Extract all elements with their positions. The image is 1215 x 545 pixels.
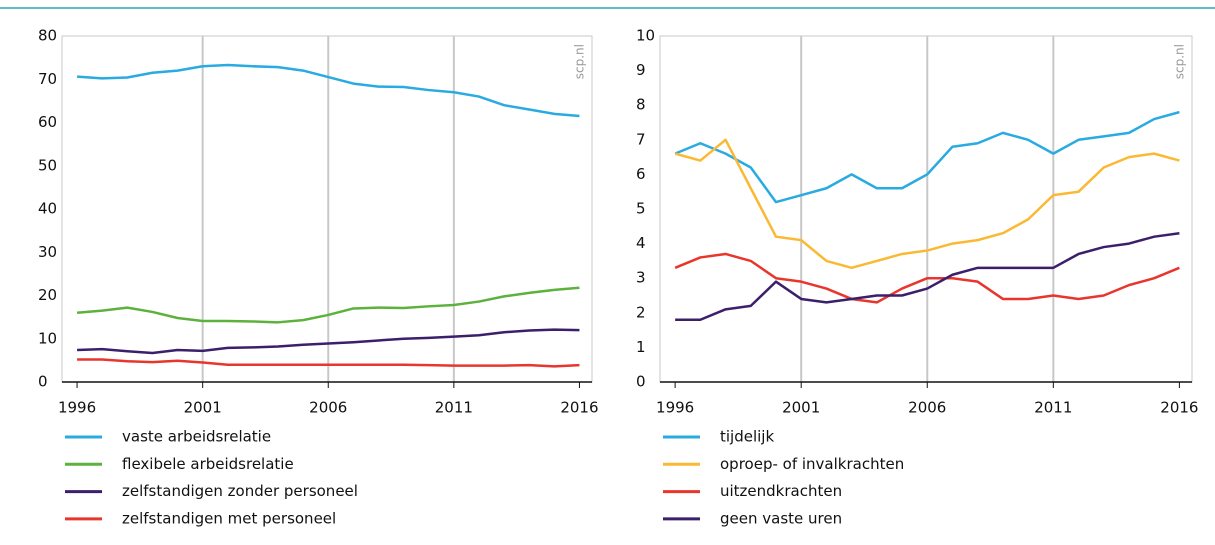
x-tick-label: 2006 (908, 399, 946, 417)
y-tick-label: 1 (636, 338, 646, 356)
y-tick-label: 9 (636, 61, 646, 79)
line (76, 63, 580, 118)
x-tick-label: 1996 (58, 399, 96, 417)
x-tick-label: 2001 (782, 399, 820, 417)
legend-label: tijdelijk (720, 428, 774, 446)
x-tick-label: 2001 (184, 399, 222, 417)
y-tick-label: 2 (636, 303, 646, 321)
y-tick-label: 8 (636, 96, 646, 114)
y-tick-label: 60 (38, 113, 57, 131)
plot-frame (659, 35, 1193, 383)
line (674, 252, 1180, 304)
legend-label: oproep- of invalkrachten (720, 455, 904, 473)
y-tick-label: 4 (636, 234, 646, 252)
y-tick-label: 80 (38, 27, 57, 45)
y-tick-label: 0 (636, 373, 646, 391)
line (76, 286, 580, 324)
plot-frame (61, 35, 593, 383)
legend-label: flexibele arbeidsrelatie (122, 455, 294, 473)
legend-label: zelfstandigen met personeel (122, 509, 336, 527)
legend-label: zelfstandigen zonder personeel (122, 482, 358, 500)
y-tick-label: 10 (38, 329, 57, 347)
annotation: scp.nl (573, 44, 587, 79)
line (675, 231, 1180, 321)
line (674, 138, 1180, 270)
legend-label: vaste arbeidsrelatie (122, 428, 271, 446)
y-tick-label: 50 (38, 156, 57, 174)
y-tick-label: 7 (636, 130, 646, 148)
line (674, 110, 1180, 204)
legend-label: geen vaste uren (720, 509, 842, 527)
y-tick-label: 10 (636, 27, 655, 45)
y-tick-label: 3 (636, 269, 646, 287)
legend-label: uitzendkrachten (720, 482, 842, 500)
annotation: scp.nl (1173, 44, 1187, 79)
y-tick-label: 70 (38, 70, 57, 88)
x-tick-label: 2016 (1160, 399, 1198, 417)
line (77, 358, 580, 368)
x-tick-label: 2006 (309, 399, 347, 417)
y-tick-label: 5 (636, 200, 646, 218)
x-tick-label: 1996 (656, 399, 694, 417)
y-tick-label: 30 (38, 243, 57, 261)
y-tick-label: 40 (38, 200, 57, 218)
y-tick-label: 6 (636, 165, 646, 183)
x-tick-label: 2016 (560, 399, 598, 417)
x-tick-label: 2011 (1034, 399, 1072, 417)
x-tick-label: 2011 (435, 399, 473, 417)
line (77, 328, 580, 355)
y-tick-label: 20 (38, 286, 57, 304)
y-tick-label: 0 (38, 373, 48, 391)
